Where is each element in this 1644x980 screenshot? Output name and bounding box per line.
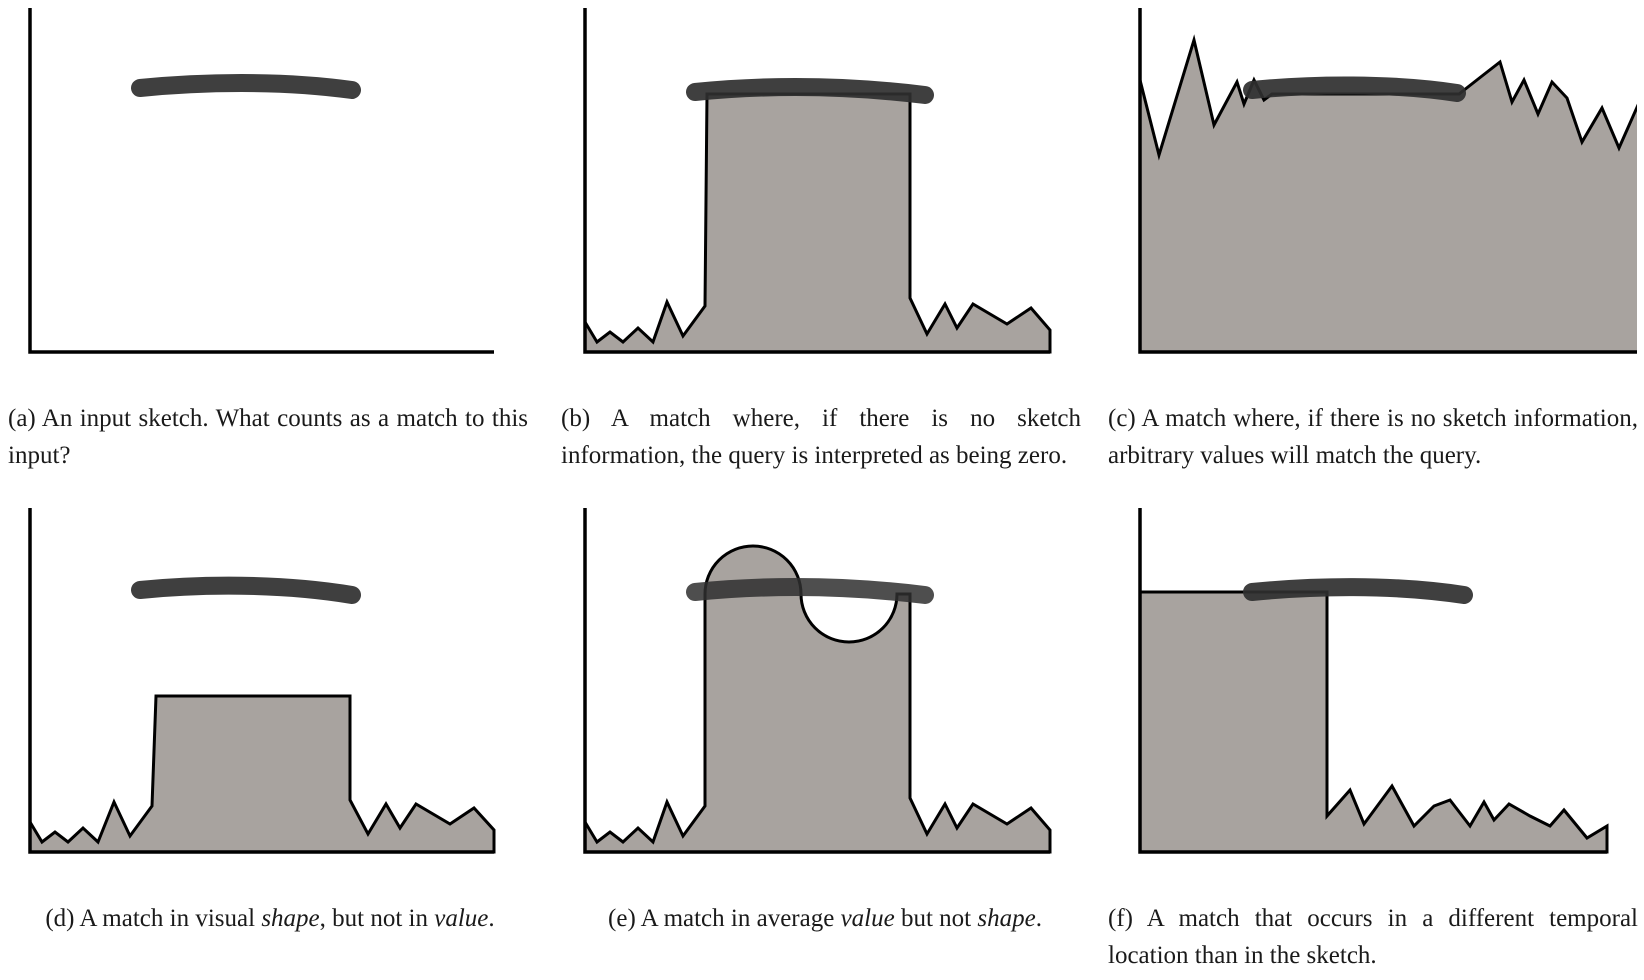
caption-e-part: . — [1035, 905, 1042, 932]
panel-b-plot — [583, 8, 1052, 354]
panel-f-sketch-stroke — [1243, 578, 1473, 604]
caption-d-part: value — [434, 905, 489, 932]
panel-e-axes — [583, 508, 1050, 854]
caption-d-part: . — [488, 905, 495, 932]
panel-c-sketch-stroke — [1243, 76, 1466, 102]
panel-e-sketch-stroke — [686, 578, 934, 604]
panel-f-axes — [1138, 508, 1607, 854]
panel-c-match-area — [1138, 34, 1637, 354]
caption-d-part: (d) A match in visual — [45, 905, 262, 932]
panel-b-axes — [583, 8, 1050, 354]
panel-b-match-area — [583, 92, 1052, 354]
caption-f-part: (f) A match that occurs in a different t… — [1108, 905, 1638, 969]
caption-c-part: (c) A match where, if there is no sketch… — [1108, 405, 1638, 469]
caption-a-part: (a) An input sketch. What counts as a ma… — [8, 405, 528, 469]
panel-b-sketch-stroke — [686, 78, 934, 104]
caption-e-part: but not — [894, 905, 978, 932]
panel-a-sketch-stroke — [131, 74, 361, 99]
panel-f-match-area — [1138, 590, 1609, 854]
caption-d: (d) A match in visual shape, but not in … — [0, 900, 540, 937]
caption-b-part: (b) A match where, if there is no sketch… — [561, 405, 1081, 469]
panel-d-sketch-stroke — [131, 576, 361, 604]
caption-e-part: (e) A match in average — [608, 905, 841, 932]
panel-b: (b) A match where, if there is no sketch… — [555, 0, 1081, 480]
caption-f: (f) A match that occurs in a different t… — [1108, 900, 1638, 974]
caption-b: (b) A match where, if there is no sketch… — [561, 400, 1081, 474]
caption-e: (e) A match in average value but not sha… — [555, 900, 1095, 937]
panel-d-plot — [28, 508, 496, 854]
panel-d: (d) A match in visual shape, but not in … — [0, 500, 525, 980]
panel-c-plot — [1138, 8, 1637, 354]
panel-f: (f) A match that occurs in a different t… — [1108, 500, 1638, 980]
panel-c-axes — [1138, 8, 1637, 354]
panel-a-plot — [28, 8, 494, 354]
caption-a: (a) An input sketch. What counts as a ma… — [8, 400, 528, 474]
caption-e-part: value — [840, 905, 895, 932]
panel-e: (e) A match in average value but not sha… — [555, 500, 1080, 980]
caption-d-part: , but not in — [319, 905, 435, 932]
caption-c: (c) A match where, if there is no sketch… — [1108, 400, 1638, 474]
panel-c: (c) A match where, if there is no sketch… — [1108, 0, 1638, 480]
panel-f-plot — [1138, 508, 1609, 854]
panel-a: (a) An input sketch. What counts as a ma… — [0, 0, 528, 480]
caption-d-part: shape — [261, 905, 320, 932]
panel-e-plot — [583, 508, 1052, 854]
panel-a-axes — [28, 8, 494, 354]
panel-d-axes — [28, 508, 494, 854]
caption-e-part: shape — [977, 905, 1036, 932]
panel-d-match-area — [28, 694, 496, 854]
